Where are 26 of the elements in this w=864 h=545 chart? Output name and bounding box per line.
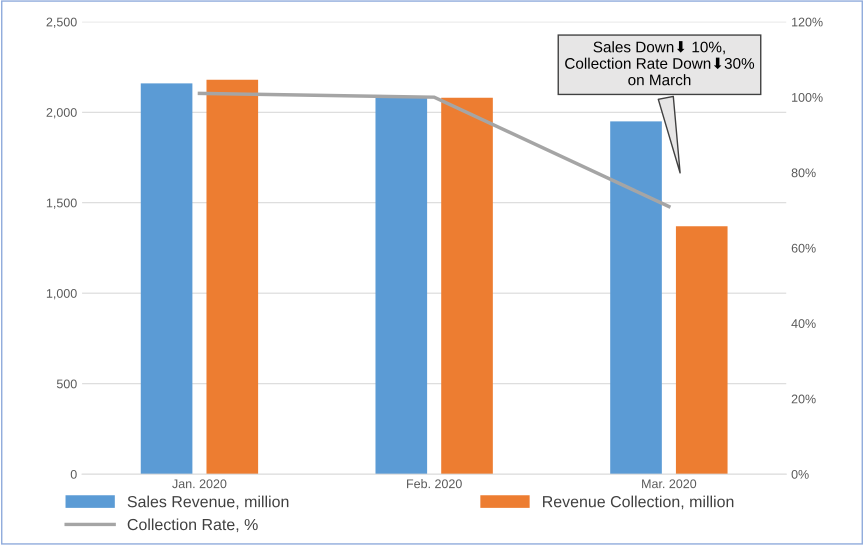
bar	[610, 121, 662, 474]
y2-tick-label: 40%	[791, 319, 816, 328]
legend-label: Sales Revenue, million	[128, 496, 288, 510]
legend-label: Collection Rate, %	[128, 518, 258, 532]
bar	[206, 80, 258, 474]
annotation: Sales Down⬇ 10%, Collection Rate Down⬇30% on March	[565, 41, 754, 86]
y-tick-label: 2,500	[46, 18, 77, 28]
y2-tick-label: 60%	[792, 244, 816, 253]
bar	[676, 226, 728, 474]
x-tick-label: Jan. 2020	[172, 479, 226, 488]
bar	[375, 98, 428, 474]
y2-tick-label: 20%	[792, 394, 816, 404]
y-tick-label: 2,000	[46, 108, 77, 118]
legend-label: Revenue Collection, million	[543, 496, 734, 510]
y-tick-label: 0	[70, 470, 77, 479]
y2-tick-label: 120%	[792, 18, 823, 26]
y2-tick-label: 80%	[792, 168, 816, 178]
x-tick-label: Mar. 2020	[642, 479, 696, 488]
bar	[140, 83, 192, 474]
y2-tick-label: 100%	[792, 92, 823, 102]
y-tick-label: 1,000	[46, 289, 77, 300]
x-tick-label: Feb. 2020	[407, 479, 462, 488]
y-tick-label: 500	[56, 379, 77, 388]
y2-tick-label: 0%	[792, 470, 809, 479]
y-tick-label: 1,500	[46, 198, 77, 209]
bar	[441, 98, 493, 474]
